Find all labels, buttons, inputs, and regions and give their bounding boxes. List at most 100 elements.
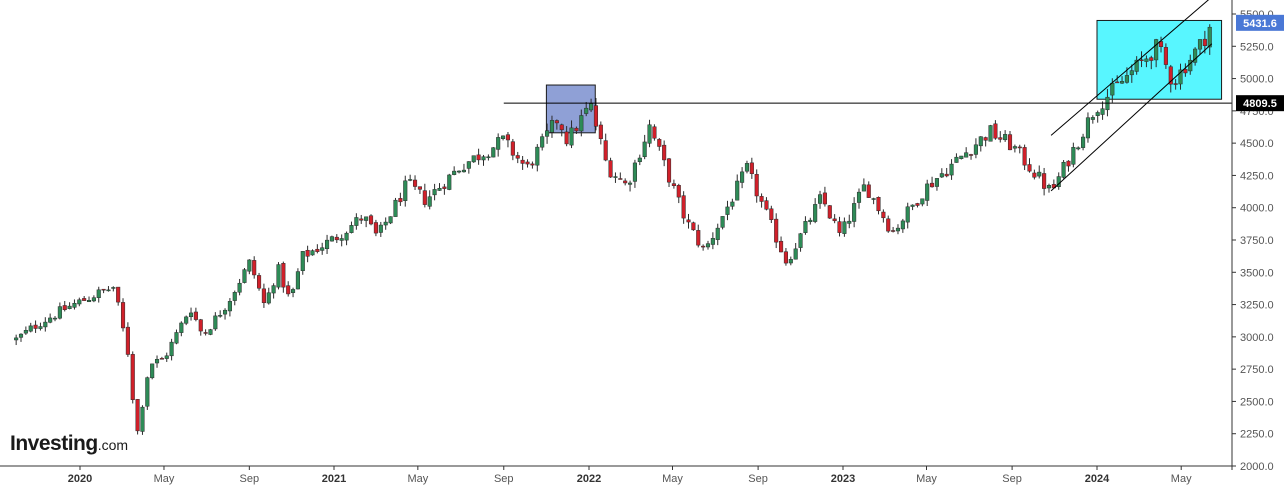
candle-body (501, 135, 506, 139)
candle-body (696, 230, 701, 246)
candle-body (447, 174, 452, 190)
candle-body (193, 311, 198, 320)
candle-body (579, 115, 584, 132)
candle-body (48, 317, 53, 323)
candle-body (417, 186, 422, 190)
candle-body (354, 217, 359, 226)
y-tick-label: 3250.0 (1240, 300, 1274, 312)
candle-body (959, 155, 964, 159)
candle-body (642, 141, 647, 158)
candle-body (1007, 134, 1013, 151)
candle-body (266, 292, 271, 304)
candle-body (329, 236, 334, 242)
candle-body (295, 271, 300, 290)
candle-body (315, 248, 320, 252)
candle-body (310, 250, 315, 256)
candle-body (1032, 172, 1037, 178)
candle-body (111, 287, 116, 289)
candle-body (1207, 26, 1212, 48)
candle-body (67, 305, 72, 309)
candle-body (978, 136, 983, 147)
candle-body (705, 243, 711, 248)
candle-body (403, 180, 408, 201)
candle-body (1183, 68, 1188, 74)
candle-body (1202, 38, 1207, 46)
candle-body (1110, 82, 1115, 96)
candle-body (1134, 59, 1139, 72)
y-tick-label: 3750.0 (1240, 235, 1274, 247)
candle-body (437, 187, 442, 191)
candle-body (1139, 59, 1144, 61)
candle-body (842, 221, 847, 234)
candle-body (276, 264, 281, 288)
trend-lines (503, 0, 1232, 192)
candle-body (891, 230, 896, 232)
candle-body (618, 178, 623, 180)
x-tick-label: May (662, 473, 683, 485)
candle-body (1129, 70, 1134, 76)
candle-body (14, 337, 19, 341)
candle-body (208, 329, 213, 335)
candle-body (1076, 147, 1081, 150)
candle-body (559, 124, 564, 131)
candle-body (1163, 47, 1168, 65)
candle-body (535, 146, 540, 166)
candle-body (1173, 83, 1178, 85)
logo-main-text: Investing (10, 432, 98, 455)
candle-body (1017, 146, 1022, 149)
candle-body (934, 178, 939, 187)
candle-body (247, 259, 252, 272)
candle-body (593, 105, 599, 127)
current-price-tag-bg (1236, 14, 1284, 31)
candle-body (608, 160, 613, 178)
candle-body (920, 198, 925, 205)
candle-body (793, 248, 798, 260)
candle-body (23, 330, 28, 334)
candle-body (856, 191, 862, 203)
candle-body (91, 297, 96, 302)
candle-body (77, 299, 82, 305)
candle-body (671, 183, 676, 186)
candle-body (632, 162, 637, 182)
candle-body (43, 321, 48, 328)
candle-body (744, 163, 750, 172)
candle-body (623, 180, 628, 184)
candle-body (968, 154, 974, 156)
candles (14, 24, 1212, 435)
candle-body (281, 263, 286, 288)
candle-body (710, 238, 715, 245)
candle-body (427, 196, 432, 207)
candle-body (740, 171, 745, 183)
candle-body (179, 322, 184, 333)
candle-body (866, 184, 871, 198)
x-tick-label: 2023 (831, 473, 855, 485)
candle-body (613, 176, 618, 178)
candle-body (232, 292, 237, 301)
candle-body (657, 139, 662, 147)
y-tick-label: 5000.0 (1240, 74, 1274, 86)
candle-body (383, 221, 388, 226)
candle-body (774, 218, 779, 243)
candle-body (408, 179, 413, 181)
candle-body (242, 269, 247, 283)
candle-body (388, 216, 393, 224)
candle-body (545, 130, 550, 137)
candle-body (861, 184, 866, 192)
candle-body (334, 236, 339, 241)
x-tick-label: 2024 (1085, 473, 1110, 485)
candle-body (569, 127, 574, 146)
channel-upper-line (1050, 0, 1210, 136)
candle-body (666, 158, 672, 183)
candle-body (515, 155, 520, 159)
x-tick-label: 2022 (577, 473, 601, 485)
candle-body (549, 120, 555, 133)
x-tick-label: Sep (748, 473, 768, 485)
candle-body (1149, 57, 1154, 61)
x-tick-label: 2021 (322, 473, 346, 485)
candle-body (691, 222, 696, 231)
candle-body (271, 285, 276, 294)
candle-body (540, 136, 545, 148)
highlight-boxes (545, 19, 1223, 134)
candle-body (983, 137, 988, 141)
y-tick-label: 3500.0 (1240, 267, 1274, 279)
